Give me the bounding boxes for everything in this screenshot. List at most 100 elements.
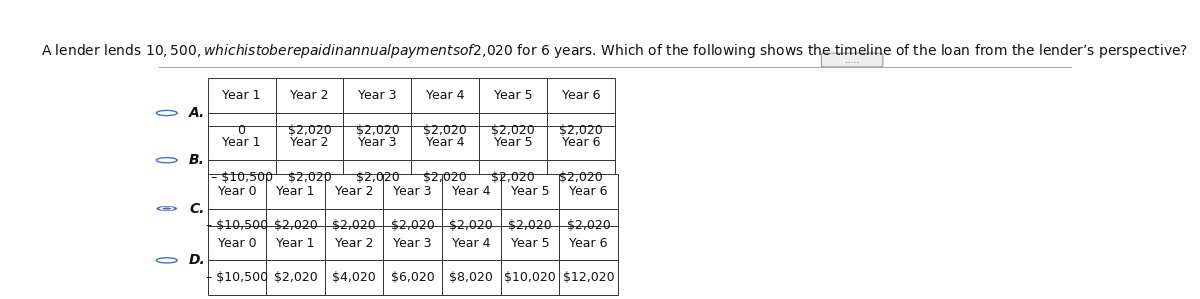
Bar (266, 260, 325, 295)
Text: Year 3: Year 3 (358, 89, 397, 102)
Bar (547, 126, 616, 160)
Text: Year 0: Year 0 (217, 185, 257, 198)
FancyBboxPatch shape (822, 53, 883, 67)
Bar (559, 226, 618, 260)
Text: $2,020: $2,020 (450, 219, 493, 232)
Bar (384, 260, 442, 295)
Text: Year 1: Year 1 (222, 136, 260, 150)
Text: $2,020: $2,020 (424, 124, 467, 137)
Bar (479, 113, 547, 147)
Bar (479, 160, 547, 195)
Bar (208, 209, 266, 243)
Text: Year 3: Year 3 (394, 185, 432, 198)
Text: Year 2: Year 2 (335, 185, 373, 198)
Text: $2,020: $2,020 (288, 171, 331, 184)
Circle shape (160, 207, 174, 210)
Text: – $10,500: – $10,500 (210, 171, 272, 184)
Text: Year 6: Year 6 (569, 237, 607, 250)
Bar (547, 160, 616, 195)
Bar (559, 209, 618, 243)
Bar (479, 126, 547, 160)
Circle shape (156, 110, 178, 116)
Circle shape (156, 206, 178, 211)
Text: Year 4: Year 4 (452, 237, 491, 250)
Text: 0: 0 (238, 124, 246, 137)
Text: $4,020: $4,020 (332, 271, 376, 284)
Bar (412, 126, 479, 160)
Bar (325, 226, 384, 260)
Bar (559, 260, 618, 295)
Bar (266, 226, 325, 260)
Bar (547, 113, 616, 147)
Bar (500, 174, 559, 209)
Text: $2,020: $2,020 (355, 124, 400, 137)
Text: $2,020: $2,020 (355, 171, 400, 184)
Text: A.: A. (190, 106, 205, 120)
Bar (208, 226, 266, 260)
Text: $2,020: $2,020 (559, 171, 602, 184)
Text: – $10,500: – $10,500 (206, 219, 268, 232)
Text: Year 1: Year 1 (276, 237, 314, 250)
Bar (208, 160, 276, 195)
Text: $2,020: $2,020 (274, 271, 318, 284)
Text: $2,020: $2,020 (566, 219, 611, 232)
Bar (276, 160, 343, 195)
Circle shape (162, 208, 172, 210)
Bar (412, 78, 479, 113)
Text: Year 3: Year 3 (394, 237, 432, 250)
Text: Year 6: Year 6 (569, 185, 607, 198)
Text: $8,020: $8,020 (449, 271, 493, 284)
Text: Year 4: Year 4 (452, 185, 491, 198)
Text: Year 5: Year 5 (510, 237, 550, 250)
Text: D.: D. (190, 253, 206, 267)
Bar (384, 226, 442, 260)
Circle shape (156, 158, 178, 163)
Bar (325, 209, 384, 243)
Bar (500, 209, 559, 243)
Text: $2,020: $2,020 (391, 219, 434, 232)
Bar (208, 260, 266, 295)
Text: .....: ..... (845, 56, 859, 65)
Text: Year 5: Year 5 (510, 185, 550, 198)
Text: Year 0: Year 0 (217, 237, 257, 250)
Bar (276, 126, 343, 160)
Text: B.: B. (190, 153, 205, 167)
Bar (325, 174, 384, 209)
Text: $2,020: $2,020 (288, 124, 331, 137)
Text: Year 4: Year 4 (426, 89, 464, 102)
Bar (442, 226, 500, 260)
Bar (343, 126, 412, 160)
Bar (208, 113, 276, 147)
Bar (276, 113, 343, 147)
Bar (266, 209, 325, 243)
Bar (208, 126, 276, 160)
Bar (343, 160, 412, 195)
Text: $2,020: $2,020 (332, 219, 376, 232)
Bar (500, 260, 559, 295)
Text: Year 1: Year 1 (276, 185, 314, 198)
Bar (442, 260, 500, 295)
Text: $2,020: $2,020 (274, 219, 318, 232)
Text: $2,020: $2,020 (491, 124, 535, 137)
Bar (442, 209, 500, 243)
Bar (412, 113, 479, 147)
Bar (343, 113, 412, 147)
Text: $10,020: $10,020 (504, 271, 556, 284)
Bar (325, 260, 384, 295)
Bar (479, 78, 547, 113)
Bar (384, 174, 442, 209)
Bar (384, 209, 442, 243)
Text: $12,020: $12,020 (563, 271, 614, 284)
Text: Year 2: Year 2 (290, 136, 329, 150)
Bar (500, 226, 559, 260)
Text: Year 1: Year 1 (222, 89, 260, 102)
Text: Year 5: Year 5 (494, 136, 533, 150)
Text: Year 3: Year 3 (358, 136, 397, 150)
Bar (559, 174, 618, 209)
Bar (266, 174, 325, 209)
Bar (208, 78, 276, 113)
Text: Year 4: Year 4 (426, 136, 464, 150)
Text: $2,020: $2,020 (559, 124, 602, 137)
Bar (208, 174, 266, 209)
Text: Year 2: Year 2 (290, 89, 329, 102)
